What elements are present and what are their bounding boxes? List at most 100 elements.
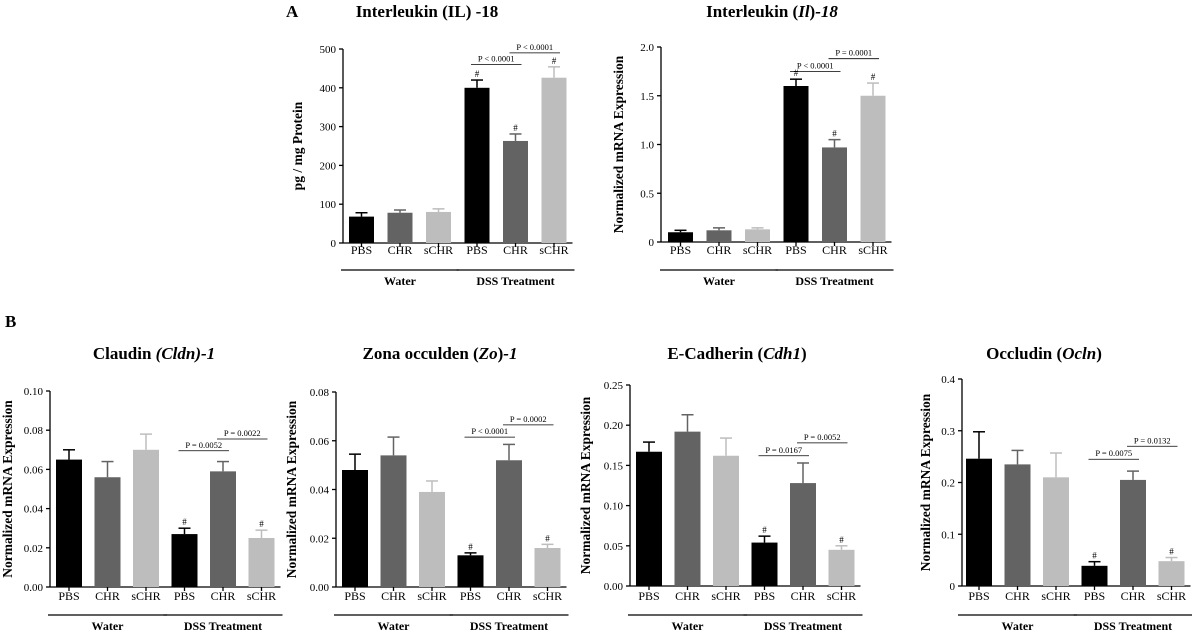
p-value-label: P = 0.0132 (1134, 435, 1171, 445)
bar (822, 147, 847, 242)
bar (503, 140, 528, 243)
group-label: Water (1002, 619, 1035, 632)
bar (94, 477, 121, 587)
y-tick-label: 0.02 (24, 543, 43, 555)
y-axis-label: pg / mg Protein (290, 101, 305, 190)
chart-title-part: Cdh1 (763, 344, 801, 363)
chart-title-part: ) (801, 344, 807, 363)
y-axis-label: Normalized mRNA Expression (611, 55, 626, 233)
bar (790, 483, 816, 586)
chart-title-part: Interleukin ( (706, 2, 798, 21)
y-tick-label: 0.20 (604, 420, 624, 432)
group-label: DSS Treatment (1094, 619, 1172, 632)
bar (464, 87, 490, 243)
category-label: PBS (351, 243, 372, 257)
bar (534, 548, 561, 587)
y-tick-label: 300 (320, 122, 337, 134)
bar (541, 77, 567, 243)
bar (674, 431, 701, 586)
significance-mark: # (839, 535, 844, 545)
y-tick-label: 0.5 (640, 188, 654, 200)
category-label: sCHR (424, 243, 453, 257)
bar (668, 232, 693, 242)
panel-label-b: B (5, 312, 16, 331)
category-label: sCHR (827, 589, 856, 603)
group-label: Water (92, 619, 125, 632)
bar (426, 211, 451, 243)
significance-mark: # (1169, 547, 1174, 557)
chart-title-part: Il (797, 2, 810, 21)
chart-title-part: ) (1096, 344, 1102, 363)
chart-title: E-Cadherin (Cdh1) (667, 344, 806, 363)
bar (380, 455, 407, 587)
bar (751, 542, 778, 586)
significance-mark: # (259, 519, 264, 529)
group-label: DSS Treatment (764, 619, 842, 632)
category-label: sCHR (743, 243, 772, 257)
group-label: DSS Treatment (476, 274, 554, 288)
bar (419, 491, 445, 587)
chart-title: Zona occulden (Zo)-1 (363, 344, 518, 363)
category-label: sCHR (1157, 589, 1186, 603)
y-tick-label: 0.08 (24, 425, 44, 437)
y-tick-label: 0.1 (941, 529, 955, 541)
y-tick-label: 0.04 (24, 504, 44, 516)
group-label: Water (384, 274, 417, 288)
significance-mark: # (871, 72, 876, 82)
bar (349, 216, 374, 243)
category-label: PBS (785, 243, 806, 257)
bar (745, 229, 770, 242)
group-label: Water (703, 274, 736, 288)
bar (342, 470, 368, 587)
chart-il18_protein: Interleukin (IL) -18 pg / mg Protein 0 100 2… (290, 2, 575, 288)
chart-title-part: Interleukin (IL) -18 (356, 2, 499, 21)
chart-title: Claudin (Cldn)-1 (93, 344, 215, 363)
category-label: CHR (388, 243, 413, 257)
bar (783, 86, 809, 242)
y-tick-label: 2.0 (640, 42, 654, 54)
chart-ocln: Occludin (Ocln) Normalized mRNA Expressio… (918, 344, 1192, 632)
category-label: sCHR (711, 589, 740, 603)
category-label: sCHR (1041, 589, 1070, 603)
y-axis-label: Normalized mRNA Expression (578, 396, 593, 574)
significance-mark: # (762, 525, 767, 535)
y-tick-label: 0.25 (604, 380, 624, 392)
category-label: CHR (675, 589, 700, 603)
p-value-label: P = 0.0001 (835, 48, 872, 58)
category-label: CHR (1121, 589, 1146, 603)
p-value-label: P = 0.0022 (224, 428, 261, 438)
group-label: DSS Treatment (184, 619, 262, 632)
category-label: PBS (174, 589, 195, 603)
category-label: sCHR (858, 243, 887, 257)
y-tick-label: 0.00 (604, 581, 624, 593)
category-label: CHR (211, 589, 236, 603)
y-tick-label: 0.2 (941, 478, 955, 490)
p-value-label: P = 0.0052 (185, 440, 222, 450)
category-label: CHR (1005, 589, 1030, 603)
category-label: CHR (381, 589, 406, 603)
y-tick-label: 0 (950, 581, 956, 593)
category-label: PBS (344, 589, 365, 603)
group-label: Water (378, 619, 411, 632)
bar (1004, 464, 1031, 586)
chart-title-part: Ocln (1062, 344, 1096, 363)
y-tick-label: 1.0 (640, 140, 654, 152)
significance-mark: # (1092, 551, 1097, 561)
y-tick-label: 0 (331, 238, 337, 250)
panel-label-a: A (286, 2, 299, 21)
chart-title-part: -18 (815, 2, 838, 21)
y-tick-label: 100 (320, 199, 337, 211)
significance-mark: # (182, 517, 187, 527)
chart-title-part: Occludin ( (986, 344, 1062, 363)
y-tick-label: 0.04 (310, 485, 330, 497)
significance-mark: # (545, 533, 550, 543)
p-value-label: P < 0.0001 (516, 42, 553, 52)
y-tick-label: 0.3 (941, 426, 955, 438)
p-value-label: P = 0.0002 (510, 414, 547, 424)
bar (713, 455, 739, 586)
bar (828, 549, 855, 586)
y-tick-label: 0.06 (310, 436, 330, 448)
chart-title-part: E-Cadherin ( (667, 344, 763, 363)
y-tick-label: 0.06 (24, 464, 44, 476)
